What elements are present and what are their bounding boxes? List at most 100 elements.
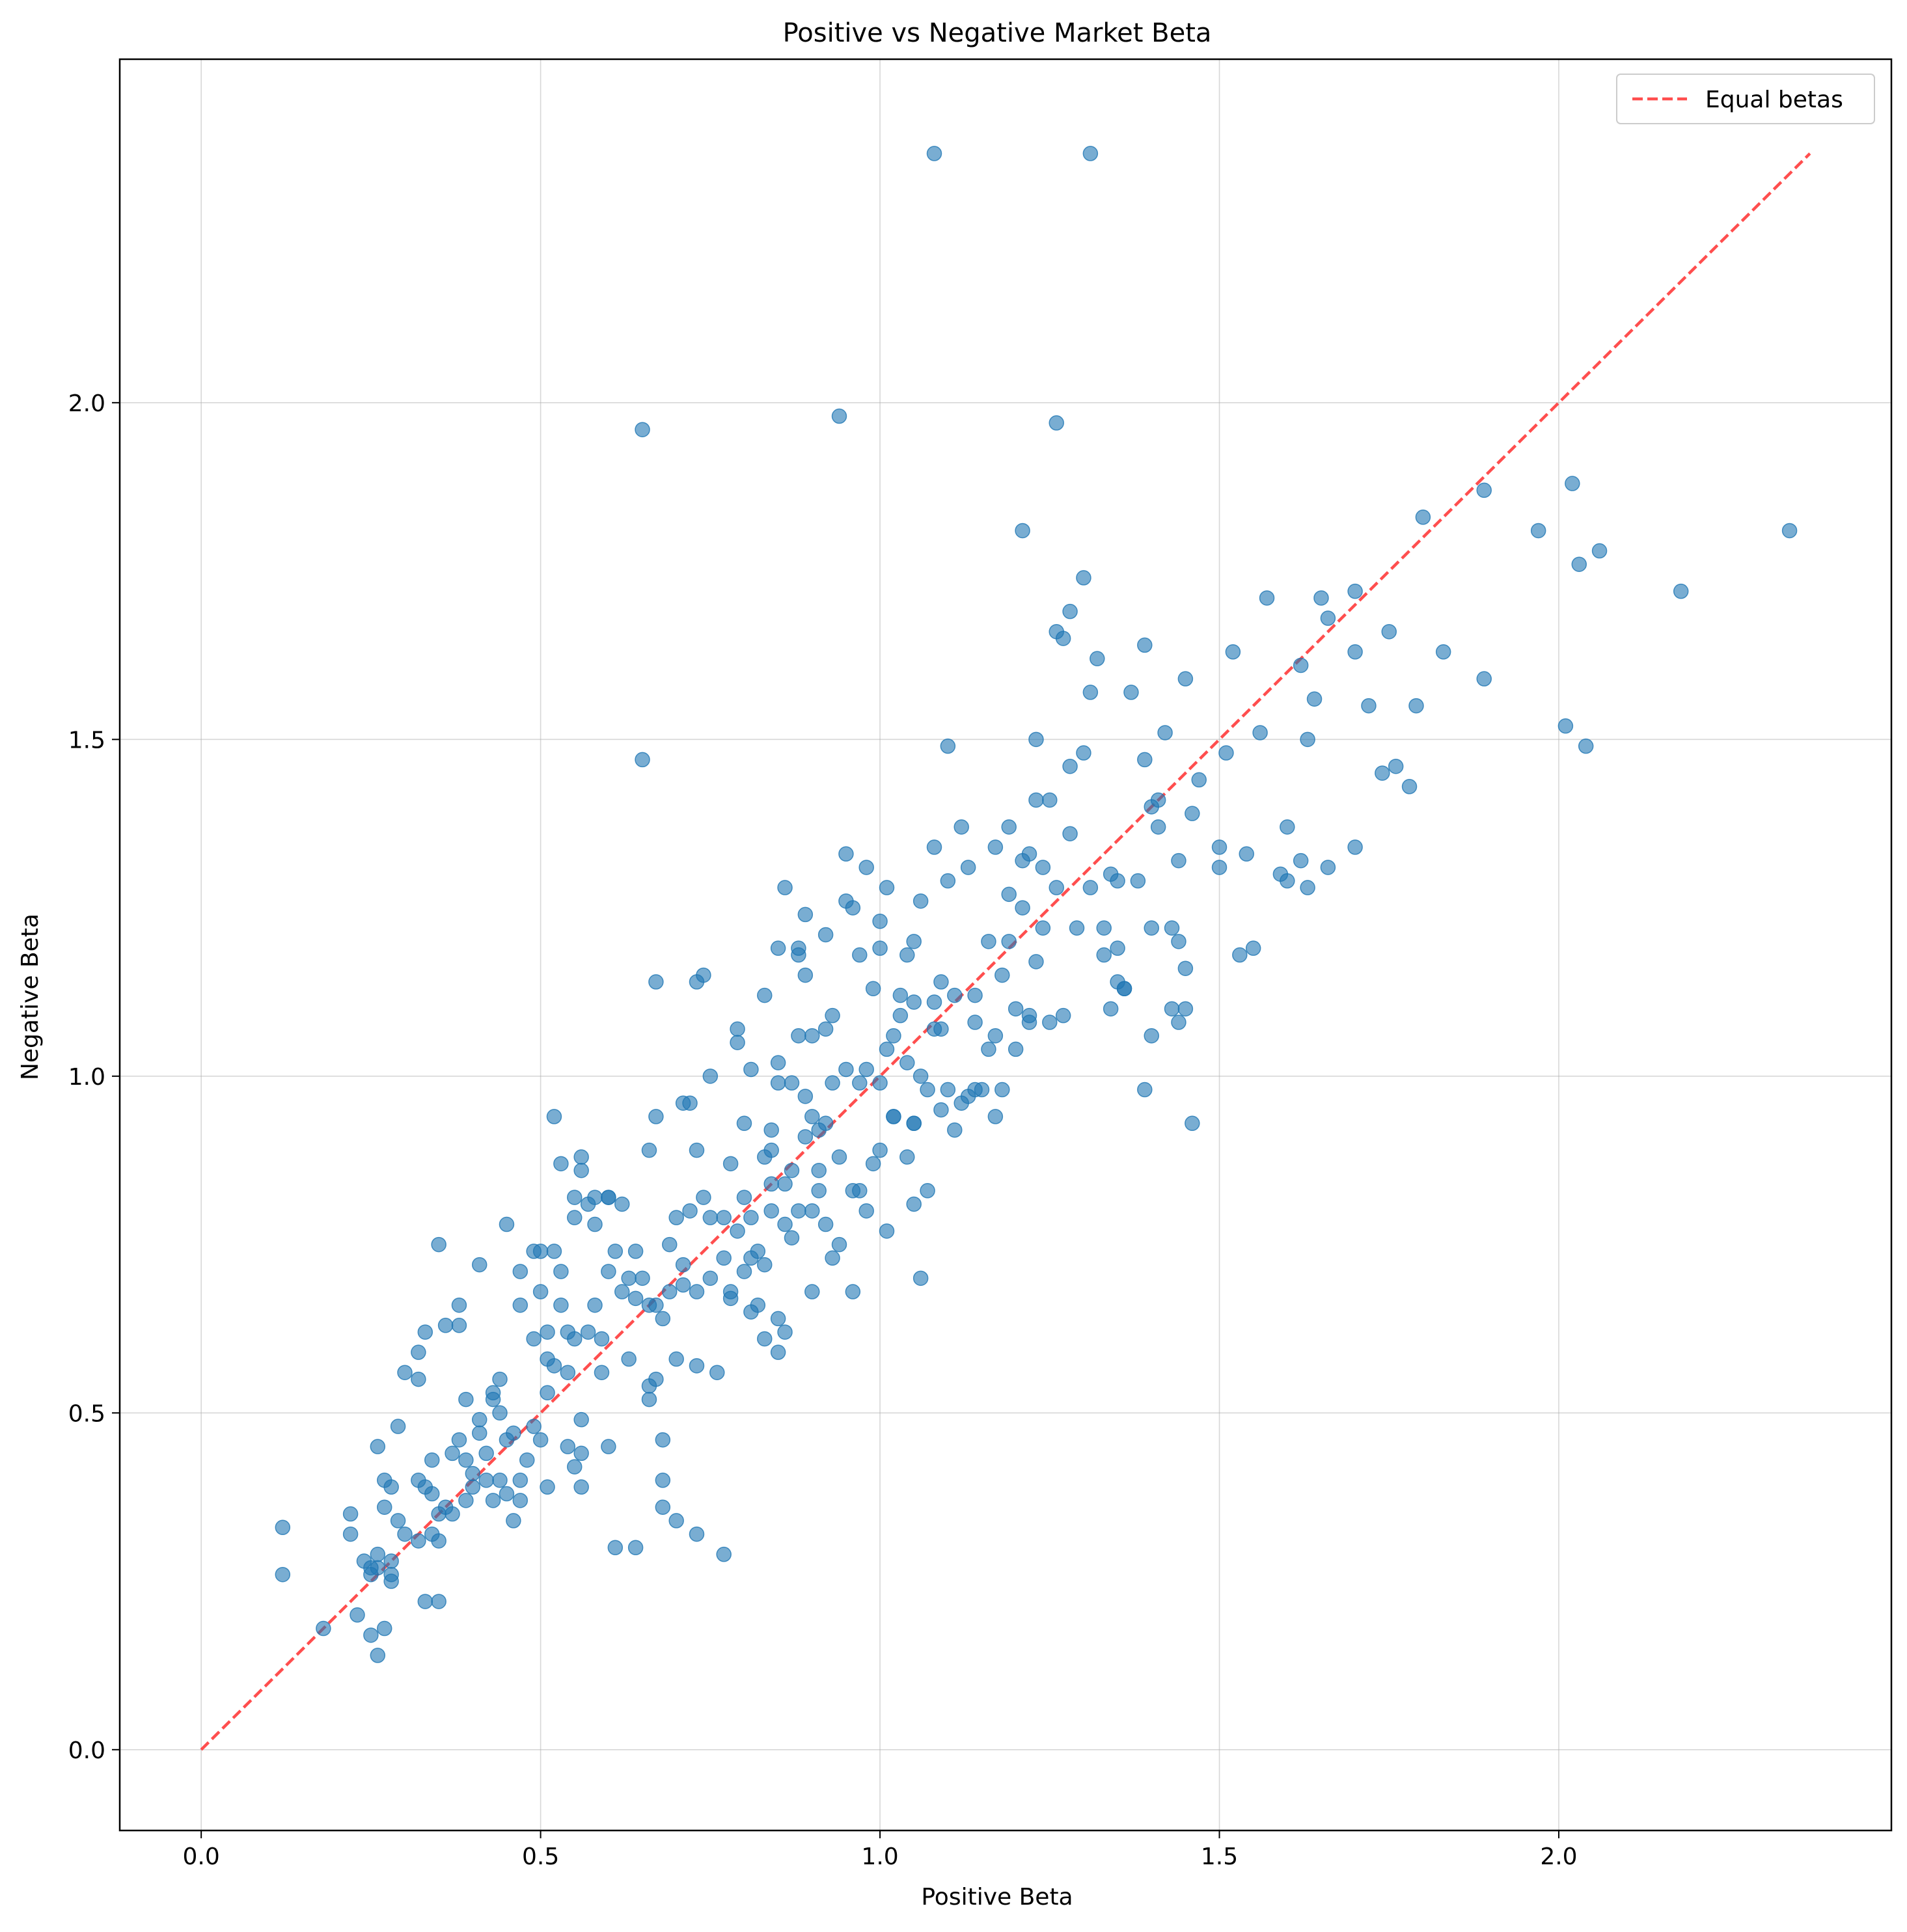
- data-point: [1476, 671, 1492, 687]
- data-point: [831, 1149, 847, 1165]
- data-point: [811, 1162, 827, 1178]
- data-point: [1259, 590, 1275, 606]
- data-point: [546, 1244, 562, 1259]
- data-point: [1055, 1007, 1071, 1024]
- data-point: [926, 839, 942, 855]
- data-point: [777, 880, 793, 895]
- data-point: [831, 408, 847, 424]
- data-point: [465, 1465, 481, 1482]
- data-point: [736, 1115, 752, 1132]
- data-point: [1049, 415, 1064, 431]
- plot-frame: [118, 58, 1893, 1832]
- data-point: [702, 1270, 719, 1286]
- data-point: [1177, 671, 1194, 687]
- data-point: [791, 1203, 806, 1219]
- data-point: [899, 947, 915, 963]
- data-point: [499, 1486, 515, 1502]
- y-tick-label: 1.5: [68, 727, 105, 754]
- data-point: [601, 1190, 616, 1205]
- data-point: [763, 1122, 779, 1138]
- data-point: [1313, 590, 1329, 606]
- data-point: [1673, 583, 1689, 599]
- data-point: [906, 1196, 922, 1212]
- data-point: [553, 1264, 569, 1279]
- data-point: [1401, 779, 1418, 795]
- data-point: [995, 1082, 1010, 1098]
- data-point: [675, 1257, 691, 1273]
- data-point: [777, 1324, 793, 1340]
- data-point: [804, 1109, 820, 1124]
- data-point: [1110, 940, 1125, 956]
- data-point: [1110, 873, 1125, 889]
- data-point: [858, 1203, 874, 1219]
- data-point: [947, 1122, 963, 1138]
- data-point: [506, 1425, 521, 1441]
- data-point: [655, 1473, 671, 1488]
- data-point: [662, 1236, 678, 1253]
- data-point: [342, 1506, 359, 1522]
- data-point: [716, 1210, 732, 1225]
- data-point: [689, 974, 705, 990]
- data-point: [1049, 880, 1064, 895]
- data-point: [437, 1318, 454, 1333]
- data-point: [471, 1425, 487, 1441]
- data-point: [689, 1358, 705, 1374]
- data-point: [546, 1358, 562, 1374]
- data-point: [573, 1411, 589, 1428]
- data-point: [1293, 657, 1309, 673]
- data-point: [662, 1284, 678, 1299]
- data-point: [1252, 725, 1268, 741]
- data-point: [465, 1479, 481, 1495]
- data-point: [817, 1115, 834, 1132]
- data-point: [1028, 731, 1044, 748]
- data-point: [689, 1526, 705, 1542]
- x-tick-label: 1.0: [861, 1844, 898, 1870]
- data-point: [845, 900, 861, 916]
- data-point: [485, 1385, 501, 1401]
- data-point: [1191, 772, 1207, 788]
- data-point: [471, 1257, 487, 1273]
- data-point: [458, 1452, 474, 1468]
- data-point: [1042, 792, 1058, 808]
- data-points: [275, 146, 1798, 1663]
- data-point: [594, 1331, 610, 1347]
- data-point: [1415, 510, 1431, 525]
- data-point: [621, 1270, 637, 1286]
- data-point: [1164, 920, 1180, 936]
- data-point: [981, 934, 996, 949]
- data-point: [540, 1479, 555, 1495]
- data-point: [1021, 1014, 1037, 1030]
- data-point: [383, 1566, 399, 1583]
- data-point: [1150, 792, 1166, 808]
- data-point: [872, 1142, 888, 1158]
- data-point: [1015, 900, 1030, 916]
- data-point: [926, 146, 942, 161]
- data-point: [1157, 725, 1173, 741]
- data-point: [1090, 651, 1105, 666]
- data-point: [825, 1075, 840, 1091]
- data-point: [960, 860, 976, 875]
- data-point: [641, 1391, 657, 1408]
- data-point: [567, 1459, 583, 1475]
- data-point: [580, 1324, 596, 1340]
- data-point: [1375, 765, 1390, 781]
- data-point: [376, 1499, 392, 1515]
- data-point: [431, 1533, 446, 1549]
- data-point: [906, 934, 922, 949]
- data-point: [817, 1021, 834, 1037]
- data-point: [1306, 691, 1323, 707]
- data-point: [1280, 819, 1295, 835]
- data-point: [804, 1284, 820, 1299]
- data-point: [770, 1075, 786, 1091]
- data-point: [933, 974, 949, 990]
- data-point: [587, 1216, 603, 1232]
- data-point: [763, 1142, 779, 1158]
- data-point: [675, 1095, 691, 1111]
- data-point: [1069, 920, 1085, 936]
- data-point: [1137, 637, 1153, 653]
- data-point: [350, 1607, 365, 1623]
- data-point: [1435, 644, 1451, 660]
- data-point: [1347, 839, 1363, 855]
- x-tick-label: 2.0: [1540, 1844, 1577, 1870]
- data-point: [601, 1264, 616, 1279]
